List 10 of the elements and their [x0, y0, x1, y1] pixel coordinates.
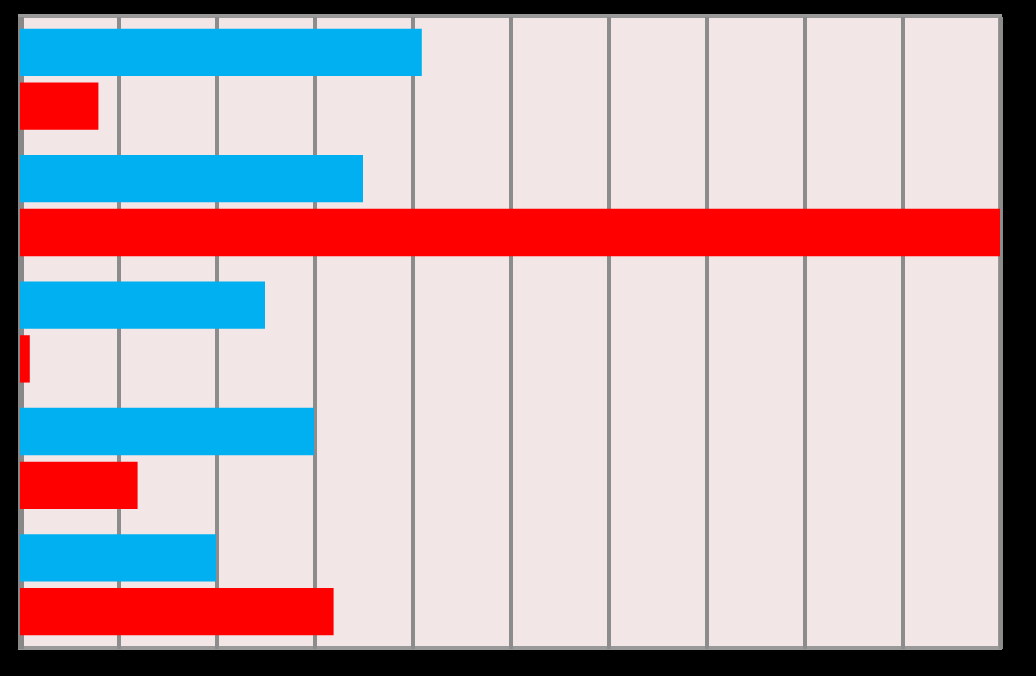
bar: [20, 208, 1000, 257]
bar: [20, 28, 422, 76]
bar: [20, 281, 265, 329]
bar: [20, 461, 138, 509]
bar: [20, 407, 314, 456]
bar: [20, 155, 363, 203]
bar: [20, 82, 99, 130]
bar: [20, 534, 216, 582]
bar: [20, 588, 334, 636]
bar: [20, 335, 30, 383]
